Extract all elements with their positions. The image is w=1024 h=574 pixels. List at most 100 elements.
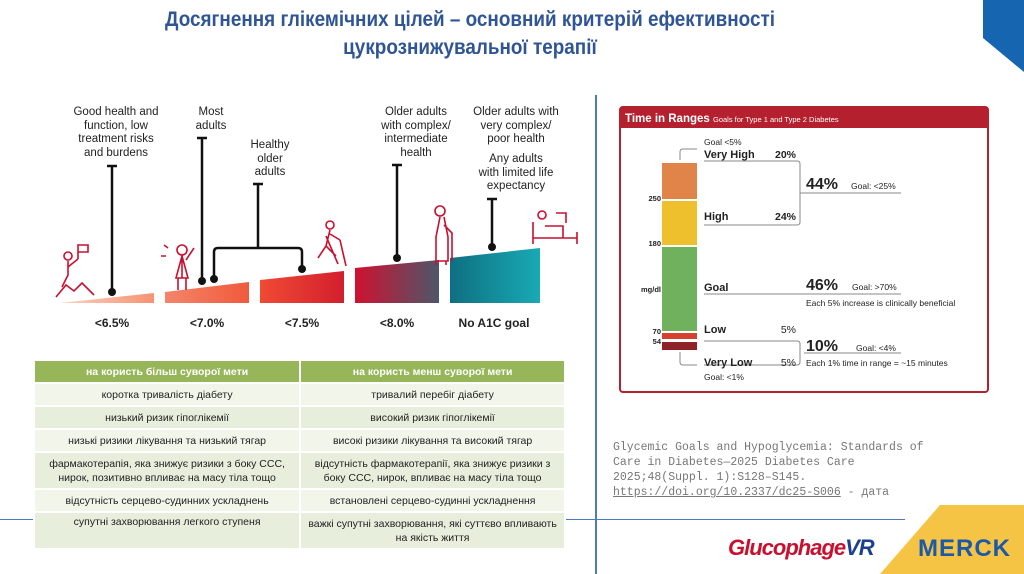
- table-row: коротка тривалість діабету тривалий переб…: [32, 382, 566, 407]
- bar-high: [662, 201, 697, 245]
- cell: високі ризики лікування та високий тягар: [299, 428, 566, 453]
- cell: відсутність фармакотерапії, яка знижує р…: [299, 451, 566, 490]
- cell: коротка тривалість діабету: [32, 382, 302, 407]
- bar-low: [662, 333, 697, 339]
- goal-label: <7.5%: [284, 316, 320, 330]
- pct-goal: 46%: [806, 277, 838, 294]
- goal-criteria-table: на користь більш суворої мети на користь …: [32, 359, 566, 550]
- hospital-bed-icon: [532, 210, 578, 244]
- table-row: відсутність серцево-судинних ускладнень в…: [32, 488, 566, 513]
- goal-high: Goal: <25%: [851, 181, 896, 191]
- tick: 250: [648, 194, 661, 203]
- group-label-complex-health: Older adults with complex/ intermediate …: [381, 106, 451, 160]
- citation-line: 2025;48(Suppl. 1):S128–S145.: [613, 471, 807, 484]
- group-label-very-complex: Older adults with very complex/ poor hea…: [473, 106, 559, 147]
- table-row: супутні захворювання легкого ступеня важк…: [32, 511, 566, 550]
- header-less-strict: на користь менш суворої мети: [299, 359, 566, 384]
- bar-very-high: [662, 163, 697, 199]
- pct-high-total: 44%: [806, 176, 838, 193]
- cell: фармакотерапія, яка знижує ризики з боку…: [32, 451, 302, 490]
- table-header-row: на користь більш суворої мети на користь …: [32, 359, 566, 384]
- goal-very-high: Goal <5%: [704, 137, 742, 147]
- cell: відсутність серцево-судинних ускладнень: [32, 488, 302, 513]
- pct-very-low: 5%: [781, 357, 796, 369]
- low-note: Each 1% time in range = ~15 minutes: [806, 358, 948, 368]
- group-text: Most adults: [195, 106, 227, 132]
- label-very-high: Very High: [704, 149, 755, 161]
- group-text: Older adults with very complex/ poor hea…: [473, 106, 559, 145]
- group-label-limited-life: Any adults with limited life expectancy: [479, 153, 554, 194]
- cell: тривалий перебіг діабету: [299, 382, 566, 407]
- goal-label: <7.0%: [189, 316, 225, 330]
- label-low: Low: [704, 324, 726, 336]
- ramp-6.5: [60, 293, 154, 303]
- goal-goal: Goal: >70%: [852, 282, 897, 292]
- panel-header: [620, 107, 988, 128]
- ramp-7.5: [260, 271, 344, 303]
- goal-label: <6.5%: [94, 316, 130, 330]
- svg-text:Time in Ranges Goals for Type: Time in Ranges Goals for Type 1 and Type…: [625, 113, 839, 125]
- tick: 180: [648, 239, 661, 248]
- group-text: Any adults with limited life expectancy: [478, 153, 554, 192]
- cell: низький ризик гіпоглікемії: [32, 405, 302, 430]
- cell: супутні захворювання легкого ступеня: [32, 511, 302, 550]
- bar-very-low: [662, 342, 697, 350]
- title-line-2: цукрознижувальної терапії: [343, 36, 597, 59]
- group-text: Healthy older adults: [250, 139, 290, 178]
- doi-link[interactable]: https://doi.org/10.2337/dc25-S006: [613, 486, 841, 499]
- tir-title: Time in Ranges: [625, 113, 710, 125]
- goal-label: No A1C goal: [458, 316, 530, 330]
- goal-note: Each 5% increase is clinically beneficia…: [806, 298, 955, 308]
- tick: 70: [653, 327, 661, 336]
- divider-vertical: [595, 95, 597, 574]
- tir-subtitle: Goals for Type 1 and Type 2 Diabetes: [713, 115, 839, 124]
- goal-low: Goal: <4%: [856, 343, 896, 353]
- pct-very-high: 20%: [775, 149, 797, 161]
- group-label-most-adults: Most adults: [196, 106, 227, 133]
- glucophage-text: Glucophage: [728, 535, 846, 560]
- pct-low-total: 10%: [806, 338, 838, 355]
- goal-label: <8.0%: [379, 316, 415, 330]
- slide-title: Досягнення глікемічних цілей – основний …: [101, 6, 839, 62]
- table-row: низькі ризики лікування та низький тягар…: [32, 428, 566, 453]
- glucophage-logo: GlucophageVR: [728, 535, 875, 561]
- cell: важкі супутні захворювання, які суттєво …: [299, 511, 566, 550]
- citation-line: Glycemic Goals and Hypoglycemia: Standar…: [613, 441, 924, 454]
- cell: високий ризик гіпоглікемії: [299, 405, 566, 430]
- group-text: Good health and function, low treatment …: [73, 106, 159, 159]
- label-very-low: Very Low: [704, 357, 753, 369]
- pct-low: 5%: [781, 324, 796, 336]
- label-goal: Goal: [704, 282, 728, 294]
- bar-goal: [662, 247, 697, 331]
- tick: 54: [653, 337, 662, 346]
- time-in-ranges-panel: Time in Ranges Goals for Type 1 and Type…: [619, 106, 989, 393]
- ramp-no-goal: [450, 248, 540, 303]
- group-label-healthy-older: Healthy older adults: [251, 139, 290, 180]
- table-row: низький ризик гіпоглікемії високий ризик …: [32, 405, 566, 430]
- group-label-good-health: Good health and function, low treatment …: [73, 106, 158, 160]
- header-stricter: на користь більш суворої мети: [32, 359, 302, 384]
- cell: низькі ризики лікування та низький тягар: [32, 428, 302, 453]
- citation-line: - дата: [840, 486, 890, 499]
- elder-cane-icon: [434, 205, 453, 265]
- a1c-goals-infographic: [55, 136, 578, 303]
- corner-decoration: [983, 0, 1024, 72]
- table-row: фармакотерапія, яка знижує ризики з боку…: [32, 451, 566, 490]
- hiker-flag-icon: [55, 244, 95, 298]
- woman-waving-icon: [161, 244, 195, 290]
- title-line-1: Досягнення глікемічних цілей – основний …: [165, 8, 775, 31]
- vr-text: VR: [845, 535, 875, 560]
- ramp-7.0: [165, 282, 249, 303]
- goal-very-low: Goal: <1%: [704, 372, 744, 382]
- hiking-elder-icon: [317, 220, 347, 267]
- citation: Glycemic Goals and Hypoglycemia: Standar…: [613, 440, 973, 500]
- pct-high: 24%: [775, 211, 797, 223]
- cell: встановлені серцево-судинні ускладнення: [299, 488, 566, 513]
- ramp-8.0: [355, 260, 439, 303]
- group-text: Older adults with complex/ intermediate …: [381, 106, 451, 159]
- citation-line: Care in Diabetes—2025 Diabetes Care: [613, 456, 855, 469]
- tick: mg/dl: [641, 285, 661, 294]
- label-high: High: [704, 211, 729, 223]
- merck-logo: MERCK: [918, 535, 1011, 562]
